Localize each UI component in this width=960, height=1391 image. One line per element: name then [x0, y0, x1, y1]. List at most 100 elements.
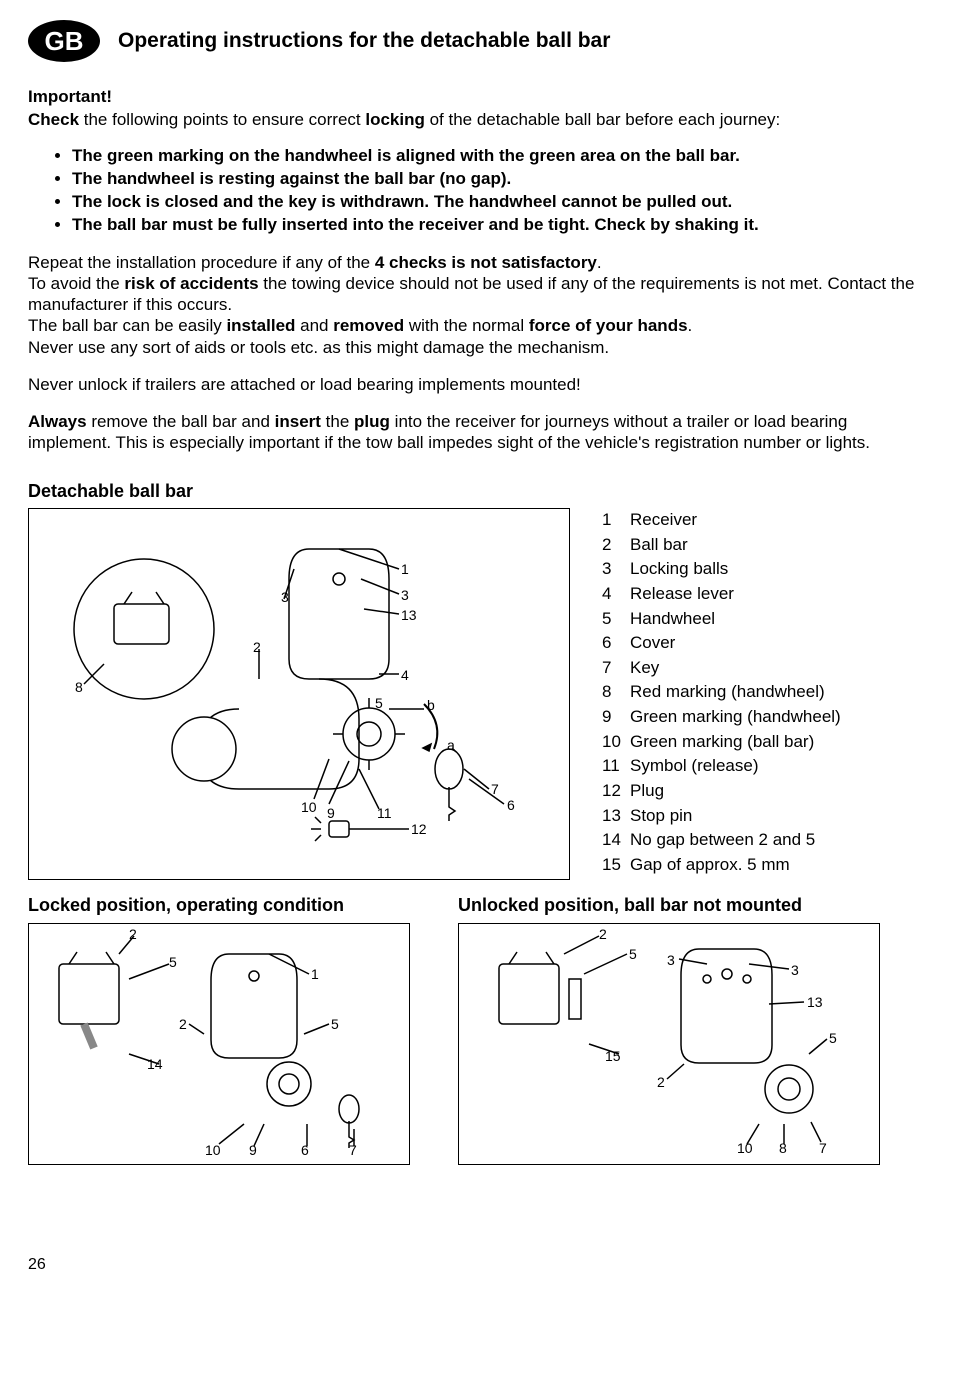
legend-num: 6 — [602, 631, 630, 656]
page-header: GB Operating instructions for the detach… — [28, 20, 932, 62]
legend-text: Ball bar — [630, 533, 688, 558]
text: To avoid the — [28, 274, 124, 293]
page-title: Operating instructions for the detachabl… — [118, 28, 610, 54]
callout: 13 — [807, 994, 823, 1012]
callout: 3 — [667, 952, 675, 970]
legend-item: 14No gap between 2 and 5 — [602, 828, 841, 853]
callout: 9 — [327, 805, 335, 823]
text: remove the ball bar and — [87, 412, 275, 431]
bottom-diagrams-row: Locked position, operating condition — [28, 894, 932, 1165]
legend-item: 9Green marking (handwheel) — [602, 705, 841, 730]
callout: 6 — [507, 797, 515, 815]
callout: 3 — [281, 589, 289, 607]
locking-word: locking — [365, 110, 425, 129]
legend-text: Handwheel — [630, 607, 715, 632]
legend-num: 9 — [602, 705, 630, 730]
unlocked-diagram: 2 5 3 3 13 5 15 2 10 8 7 — [458, 923, 880, 1165]
callout: 5 — [629, 946, 637, 964]
legend-num: 12 — [602, 779, 630, 804]
section-title-detachable: Detachable ball bar — [28, 480, 932, 503]
legend-text: Red marking (handwheel) — [630, 680, 825, 705]
main-diagram-svg — [29, 509, 569, 879]
legend-num: 2 — [602, 533, 630, 558]
callout: 1 — [401, 561, 409, 579]
diagram-legend-row: 1 3 13 4 b a 7 6 12 11 9 10 5 2 8 3 1Rec… — [28, 508, 932, 880]
locked-diagram-svg — [29, 924, 409, 1164]
callout: 1 — [311, 966, 319, 984]
legend-item: 5Handwheel — [602, 607, 841, 632]
legend-item: 2Ball bar — [602, 533, 841, 558]
text-bold: 4 checks is not satisfactory — [375, 253, 597, 272]
legend-text: No gap between 2 and 5 — [630, 828, 815, 853]
legend-text: Gap of approx. 5 mm — [630, 853, 790, 878]
callout: 13 — [401, 607, 417, 625]
locked-diagram: 2 5 1 5 2 14 10 9 6 7 — [28, 923, 410, 1165]
text-bold: risk of accidents — [124, 274, 258, 293]
legend-num: 5 — [602, 607, 630, 632]
check-intro: Check the following points to ensure cor… — [28, 109, 932, 130]
callout: 2 — [253, 639, 261, 657]
legend-list: 1Receiver 2Ball bar 3Locking balls 4Rele… — [602, 508, 841, 878]
callout: 6 — [301, 1142, 309, 1160]
text-bold: removed — [333, 316, 404, 335]
text-bold: plug — [354, 412, 390, 431]
callout: 12 — [411, 821, 427, 839]
legend-text: Plug — [630, 779, 664, 804]
callout: 3 — [791, 962, 799, 980]
callout: 7 — [819, 1140, 827, 1158]
check-item: The lock is closed and the key is withdr… — [72, 191, 932, 212]
legend-item: 11Symbol (release) — [602, 754, 841, 779]
locked-title: Locked position, operating condition — [28, 894, 410, 917]
main-diagram: 1 3 13 4 b a 7 6 12 11 9 10 5 2 8 3 — [28, 508, 570, 880]
check-word: Check — [28, 110, 79, 129]
locked-column: Locked position, operating condition — [28, 894, 410, 1165]
legend-item: 7Key — [602, 656, 841, 681]
text: The ball bar can be easily — [28, 316, 226, 335]
legend-text: Symbol (release) — [630, 754, 759, 779]
callout: 7 — [491, 781, 499, 799]
callout: 7 — [349, 1142, 357, 1160]
callout: 14 — [147, 1056, 163, 1074]
callout: 2 — [179, 1016, 187, 1034]
text: Never use any sort of aids or tools etc.… — [28, 338, 609, 357]
page-number: 26 — [28, 1255, 932, 1275]
callout: b — [427, 697, 435, 715]
text: with the normal — [404, 316, 529, 335]
check-item: The ball bar must be fully inserted into… — [72, 214, 932, 235]
callout: 2 — [129, 926, 137, 944]
legend-text: Locking balls — [630, 557, 728, 582]
legend-text: Green marking (ball bar) — [630, 730, 814, 755]
text: the — [321, 412, 354, 431]
legend-text: Green marking (handwheel) — [630, 705, 841, 730]
legend-item: 6Cover — [602, 631, 841, 656]
legend-item: 10Green marking (ball bar) — [602, 730, 841, 755]
callout: 9 — [249, 1142, 257, 1160]
callout: 10 — [205, 1142, 221, 1160]
text-bold: installed — [226, 316, 295, 335]
callout: 2 — [599, 926, 607, 944]
legend-item: 4Release lever — [602, 582, 841, 607]
legend-item: 15Gap of approx. 5 mm — [602, 853, 841, 878]
legend-item: 8Red marking (handwheel) — [602, 680, 841, 705]
unlocked-title: Unlocked position, ball bar not mounted — [458, 894, 880, 917]
check-mid: the following points to ensure correct — [79, 110, 365, 129]
callout: 5 — [829, 1030, 837, 1048]
callout: 10 — [737, 1140, 753, 1158]
check-item: The green marking on the handwheel is al… — [72, 145, 932, 166]
legend-text: Key — [630, 656, 659, 681]
callout: 5 — [375, 695, 383, 713]
legend-num: 1 — [602, 508, 630, 533]
legend-num: 14 — [602, 828, 630, 853]
legend-num: 8 — [602, 680, 630, 705]
paragraph-repeat: Repeat the installation procedure if any… — [28, 252, 932, 358]
check-item: The handwheel is resting against the bal… — [72, 168, 932, 189]
text-bold: insert — [275, 412, 321, 431]
legend-num: 13 — [602, 804, 630, 829]
text: and — [295, 316, 333, 335]
legend-text: Cover — [630, 631, 675, 656]
legend-item: 3Locking balls — [602, 557, 841, 582]
callout: 8 — [779, 1140, 787, 1158]
callout: a — [447, 737, 455, 755]
callout: 4 — [401, 667, 409, 685]
paragraph-always: Always remove the ball bar and insert th… — [28, 411, 932, 454]
